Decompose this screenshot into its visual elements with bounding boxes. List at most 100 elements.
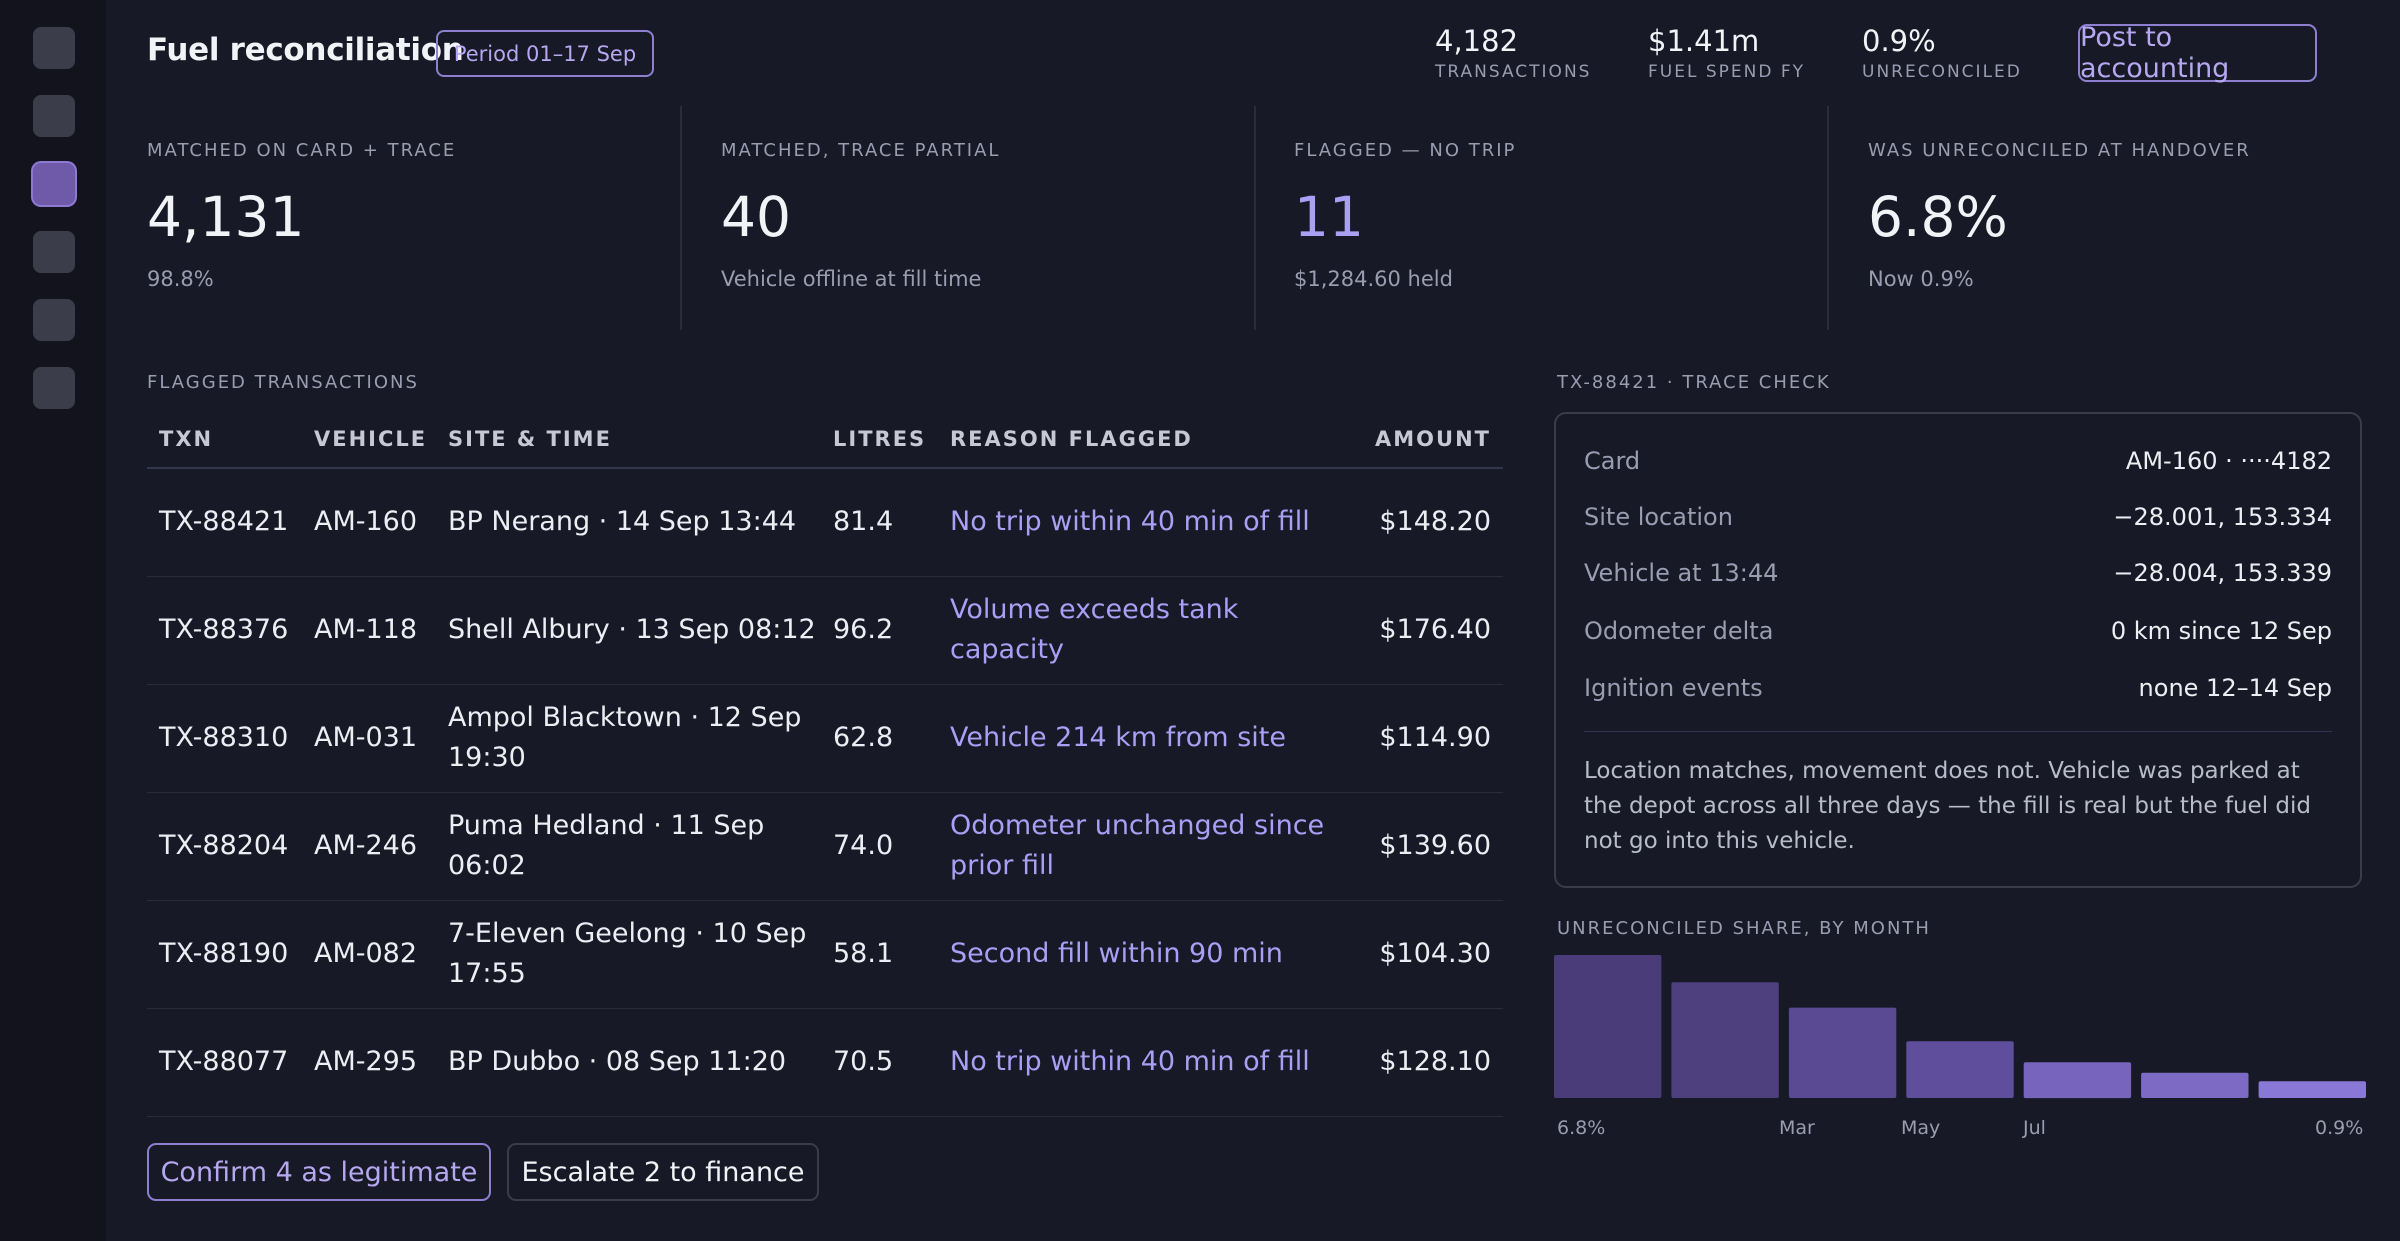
column-header-amount[interactable]: AMOUNT [1356,410,1503,469]
trace-key: Odometer delta [1584,617,1774,645]
cell-reason: Volume exceeds tank capacity [938,576,1356,685]
cell-vehicle: AM-031 [302,684,436,793]
table-row[interactable]: TX-88204 AM-246 Puma Hedland · 11 Sep 06… [147,792,1503,901]
cell-site: Ampol Blacktown · 12 Sep 19:30 [436,684,833,793]
stat-label: TRANSACTIONS [1435,62,1592,82]
kpi-divider [1827,106,1829,330]
sidebar-item-reconciliation-active[interactable] [33,163,75,205]
escalate-to-finance-button[interactable]: Escalate 2 to finance [507,1143,819,1201]
chart-bar [1671,982,1779,1098]
chart-axis-label: 0.9% [2315,1117,2364,1139]
table-row[interactable]: TX-88421 AM-160 BP Nerang · 14 Sep 13:44… [147,468,1503,577]
trace-row-vehicle-location: Vehicle at 13:44 −28.004, 153.339 [1584,553,2332,593]
chart-bar [2258,1081,2366,1098]
column-header-litres[interactable]: LITRES [833,410,938,469]
table-row[interactable]: TX-88077 AM-295 BP Dubbo · 08 Sep 11:20 … [147,1008,1503,1117]
cell-vehicle: AM-295 [302,1008,436,1117]
cell-amount: $114.90 [1356,684,1503,793]
trace-note: Location matches, movement does not. Veh… [1584,758,2311,854]
cell-litres: 74.0 [833,792,938,901]
trace-row-card: Card AM-160 · ····4182 [1584,441,2332,481]
column-header-txn[interactable]: TXN [147,410,302,469]
kpi-sub: $1,284.60 held [1294,267,1453,291]
column-header-reason[interactable]: REASON FLAGGED [938,410,1356,469]
table-row[interactable]: TX-88310 AM-031 Ampol Blacktown · 12 Sep… [147,684,1503,793]
cell-vehicle: AM-082 [302,900,436,1009]
trace-key: Vehicle at 13:44 [1584,559,1779,587]
post-to-accounting-button[interactable]: Post to accounting [2078,22,2317,84]
cell-txn: TX-88421 [147,468,302,577]
sidebar-item-4[interactable] [33,231,75,273]
kpi-sub: 98.8% [147,267,214,291]
kpi-label: WAS UNRECONCILED AT HANDOVER [1868,140,2251,161]
column-header-vehicle[interactable]: VEHICLE [302,410,436,469]
page-title: Fuel reconciliation [147,32,464,68]
stat-label: UNRECONCILED [1862,62,2022,82]
cell-site: 7-Eleven Geelong · 10 Sep 17:55 [436,900,833,1009]
chart-bar [1906,1041,2014,1098]
table-row[interactable]: TX-88376 AM-118 Shell Albury · 13 Sep 08… [147,576,1503,685]
header-stat-transactions: 4,182 TRANSACTIONS [1435,24,1591,82]
chart-bar [2141,1072,2249,1098]
trace-row-site-location: Site location −28.001, 153.334 [1584,497,2332,537]
sidebar-item-5[interactable] [33,299,75,341]
sidebar-item-6[interactable] [33,367,75,409]
cell-txn: TX-88190 [147,900,302,1009]
stat-label: FUEL SPEND FY [1648,62,1805,82]
trace-row-odometer: Odometer delta 0 km since 12 Sep [1584,611,2332,651]
cell-reason: Second fill within 90 min [938,900,1356,1009]
kpi-handover: WAS UNRECONCILED AT HANDOVER 6.8% Now 0.… [1868,106,2348,330]
trace-value: −28.001, 153.334 [2113,503,2332,531]
unreconciled-share-chart [1554,955,2366,1099]
sidebar-item-2[interactable] [33,95,75,137]
chart-axis-label: 6.8% [1557,1117,1606,1139]
cell-litres: 96.2 [833,576,938,685]
cell-litres: 70.5 [833,1008,938,1117]
cell-litres: 58.1 [833,900,938,1009]
chart-title: UNRECONCILED SHARE, BY MONTH [1557,918,1931,939]
table-row[interactable]: TX-88190 AM-082 7-Eleven Geelong · 10 Se… [147,900,1503,1009]
trace-check-card: Card AM-160 · ····4182 Site location −28… [1554,412,2362,888]
header-stat-fuel-spend: $1.41m FUEL SPEND FY [1648,24,1805,82]
cell-txn: TX-88376 [147,576,302,685]
trace-key: Card [1584,447,1641,475]
stat-value: 4,182 [1435,24,1519,58]
trace-value: −28.004, 153.339 [2113,559,2332,587]
stat-value: 0.9% [1862,24,1936,58]
cell-reason: No trip within 40 min of fill [938,468,1356,577]
kpi-label: MATCHED ON CARD + TRACE [147,140,457,161]
trace-row-ignition: Ignition events none 12–14 Sep [1584,668,2332,708]
kpi-matched: MATCHED ON CARD + TRACE 4,131 98.8% [147,106,667,330]
cell-reason: Odometer unchanged since prior fill [938,792,1356,901]
cell-amount: $139.60 [1356,792,1503,901]
cell-vehicle: AM-118 [302,576,436,685]
column-header-site[interactable]: SITE & TIME [436,410,833,469]
chart-axis-label: May [1901,1117,1941,1139]
flagged-section-label: FLAGGED TRANSACTIONS [147,372,419,393]
trace-value: 0 km since 12 Sep [2110,617,2332,645]
confirm-legitimate-button[interactable]: Confirm 4 as legitimate [147,1143,491,1201]
kpi-flagged: FLAGGED — NO TRIP 11 $1,284.60 held [1294,106,1814,330]
cell-reason: No trip within 40 min of fill [938,1008,1356,1117]
kpi-value: 40 [721,185,791,249]
cell-txn: TX-88310 [147,684,302,793]
cell-vehicle: AM-160 [302,468,436,577]
kpi-value: 6.8% [1868,185,2008,249]
chart-bar [1554,955,1662,1098]
kpi-sub: Now 0.9% [1868,267,1974,291]
trace-value: none 12–14 Sep [2138,674,2332,702]
cell-litres: 62.8 [833,684,938,793]
cell-amount: $104.30 [1356,900,1503,1009]
kpi-value: 4,131 [147,185,305,249]
period-badge[interactable]: Period 01–17 Sep [436,30,654,77]
trace-value: AM-160 · ····4182 [2125,447,2332,475]
cell-site: Puma Hedland · 11 Sep 06:02 [436,792,833,901]
cell-vehicle: AM-246 [302,792,436,901]
cell-site: Shell Albury · 13 Sep 08:12 [436,576,833,685]
sidebar-item-1[interactable] [33,27,75,69]
sidebar [0,0,106,1241]
trace-section-label: TX-88421 · TRACE CHECK [1557,372,1831,393]
kpi-trace-partial: MATCHED, TRACE PARTIAL 40 Vehicle offlin… [721,106,1241,330]
cell-amount: $148.20 [1356,468,1503,577]
cell-amount: $128.10 [1356,1008,1503,1117]
